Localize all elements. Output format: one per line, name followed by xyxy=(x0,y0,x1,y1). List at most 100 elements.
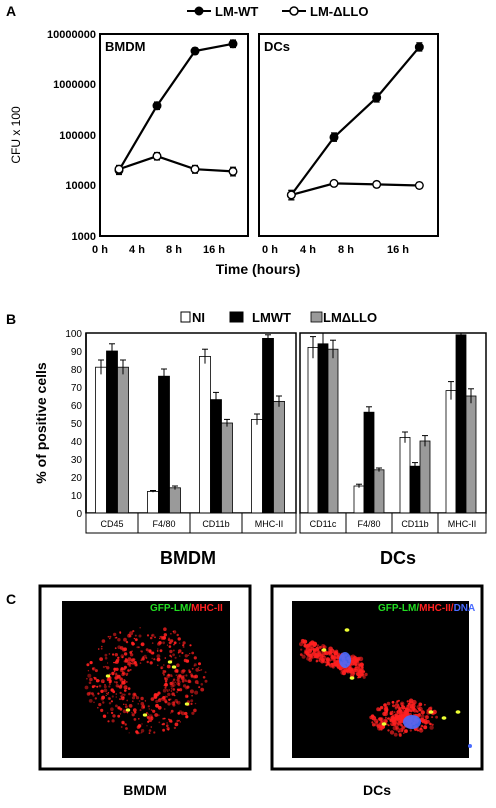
mhc-puncta xyxy=(121,696,125,701)
bar-lmwt xyxy=(363,411,375,514)
dcs-cell-signal xyxy=(299,628,472,748)
panel-b-ytick: 50 xyxy=(71,419,83,430)
panel-a-xtick: 4 h xyxy=(129,244,145,256)
mhc-puncta xyxy=(150,697,155,701)
category-label: F4/80 xyxy=(152,519,175,529)
mhc-puncta xyxy=(176,663,180,667)
mhc-puncta xyxy=(134,662,138,666)
mhc-puncta xyxy=(357,661,360,664)
gfp-bacterium xyxy=(321,648,327,652)
data-point-lm-dllo xyxy=(228,166,238,176)
series-line-lm-wt xyxy=(290,46,421,196)
mhc-puncta xyxy=(330,659,332,662)
mhc-puncta xyxy=(109,679,112,682)
mhc-puncta xyxy=(143,654,147,659)
panel-b-ytick: 0 xyxy=(76,509,82,520)
mhc-puncta xyxy=(146,660,149,664)
mhc-puncta xyxy=(303,651,307,655)
mhc-puncta xyxy=(112,653,115,656)
panel-a-ytick: 1000 xyxy=(72,231,96,243)
mhc-puncta xyxy=(123,652,128,656)
panel-letter-b: B xyxy=(6,311,16,327)
gfp-bacterium xyxy=(142,713,148,717)
mhc-puncta xyxy=(161,697,164,699)
mhc-puncta xyxy=(145,657,148,659)
mhc-puncta xyxy=(325,664,328,667)
mhc-puncta xyxy=(174,699,178,703)
mhc-puncta xyxy=(204,671,207,674)
mhc-puncta xyxy=(166,690,169,692)
mhc-puncta xyxy=(128,665,130,667)
mhc-puncta xyxy=(114,681,116,683)
mhc-puncta xyxy=(160,635,164,639)
mhc-puncta xyxy=(98,684,102,688)
mhc-puncta xyxy=(127,687,131,690)
bar-ni xyxy=(147,490,159,514)
bar-ni xyxy=(399,436,411,514)
bmdm-cell-signal xyxy=(84,627,208,735)
mhc-puncta xyxy=(84,685,89,690)
bmdm-overlay-label: GFP-LM/MHC-II xyxy=(150,603,223,614)
mhc-puncta xyxy=(106,692,108,694)
mhc-puncta xyxy=(121,693,124,696)
bar-ni xyxy=(307,346,319,514)
mhc-puncta xyxy=(91,692,94,695)
mhc-puncta xyxy=(162,688,167,693)
mhc-puncta xyxy=(393,711,396,713)
mhc-puncta xyxy=(115,673,118,677)
mhc-puncta xyxy=(168,689,170,691)
mhc-puncta xyxy=(146,725,148,727)
bmdm-overlay-mhc: MHC-II xyxy=(191,603,223,614)
mhc-puncta xyxy=(321,653,326,658)
mhc-puncta xyxy=(149,636,153,640)
panel-b-ytick: 40 xyxy=(71,437,83,448)
mhc-puncta xyxy=(416,729,420,732)
mhc-puncta xyxy=(119,631,122,634)
mhc-puncta xyxy=(172,649,175,652)
mhc-puncta xyxy=(124,705,128,709)
data-point-lm-dllo xyxy=(190,164,200,174)
mhc-puncta xyxy=(117,714,121,718)
panel-b-bmdm-plot xyxy=(95,334,285,514)
mhc-puncta xyxy=(162,641,166,645)
mhc-puncta xyxy=(170,633,172,635)
mhc-puncta xyxy=(108,653,111,655)
panel-a-dcs-plot xyxy=(286,42,424,201)
mhc-puncta xyxy=(151,718,154,721)
mhc-puncta xyxy=(131,662,134,665)
mhc-puncta xyxy=(107,635,110,638)
mhc-puncta xyxy=(123,693,126,696)
panel-b-bmdm-categories: CD45 F4/80 CD11b MHC-II xyxy=(85,512,297,534)
mhc-puncta xyxy=(116,677,118,679)
mhc-puncta xyxy=(404,710,408,714)
mhc-puncta xyxy=(153,658,156,661)
panel-b-ytick: 70 xyxy=(71,383,83,394)
mhc-puncta xyxy=(120,726,123,728)
mhc-puncta xyxy=(186,715,189,718)
panel-b-ytick: 60 xyxy=(71,401,83,412)
mhc-puncta xyxy=(100,708,104,713)
bar-lmwt xyxy=(106,350,118,514)
mhc-puncta xyxy=(148,718,153,722)
mhc-puncta xyxy=(163,627,167,631)
mhc-puncta xyxy=(395,715,400,719)
mhc-puncta xyxy=(177,711,181,715)
mhc-puncta xyxy=(193,708,197,713)
mhc-puncta xyxy=(390,715,395,720)
mhc-puncta xyxy=(170,687,173,690)
mhc-puncta xyxy=(322,645,327,650)
mhc-puncta xyxy=(118,685,123,689)
mhc-puncta xyxy=(193,663,197,667)
mhc-puncta xyxy=(411,702,416,706)
panel-letter-c: C xyxy=(6,591,16,607)
series-line-lm-dllo xyxy=(118,155,234,173)
panel-b-ytick: 90 xyxy=(71,347,83,358)
mhc-puncta xyxy=(154,713,159,717)
series-line-lm-dllo xyxy=(291,182,420,196)
mhc-puncta xyxy=(166,664,171,669)
mhc-puncta xyxy=(431,716,434,719)
mhc-puncta xyxy=(113,667,117,671)
mhc-puncta xyxy=(151,633,155,637)
mhc-puncta xyxy=(172,630,174,633)
mhc-puncta xyxy=(153,694,155,697)
